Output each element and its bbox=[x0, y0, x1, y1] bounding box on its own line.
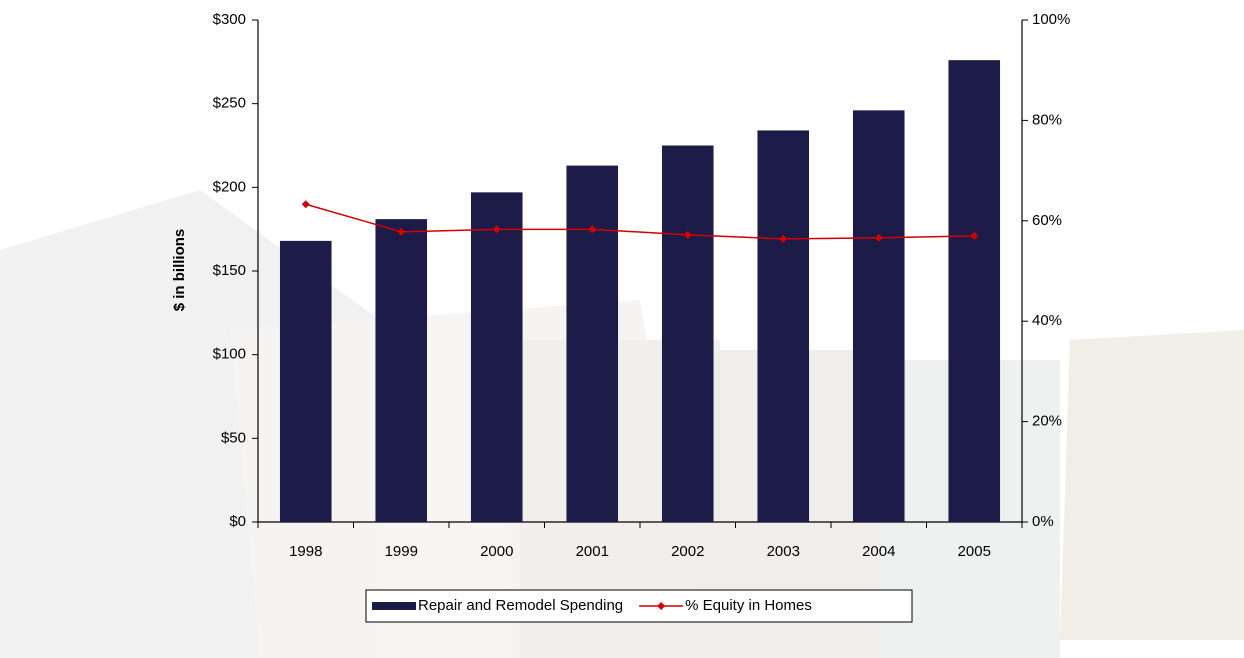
y-tick-label: $300 bbox=[213, 11, 246, 28]
legend-swatch bbox=[372, 602, 416, 610]
line bbox=[305, 203, 975, 240]
marker bbox=[683, 230, 692, 239]
x-tick-label: 1999 bbox=[385, 543, 418, 560]
x-tick-label: 2005 bbox=[958, 543, 991, 560]
y2-tick-label: 20% bbox=[1032, 413, 1062, 430]
x-tick-label: 2003 bbox=[767, 543, 800, 560]
bar bbox=[279, 240, 332, 522]
y-tick-label: $50 bbox=[221, 429, 246, 446]
marker bbox=[779, 234, 788, 243]
bar bbox=[661, 145, 714, 522]
y-tick-label: $200 bbox=[213, 178, 246, 195]
x-tick-label: 2001 bbox=[576, 543, 609, 560]
x-tick-label: 1998 bbox=[289, 543, 322, 560]
bar bbox=[566, 165, 619, 522]
legend-label: % Equity in Homes bbox=[685, 597, 812, 614]
x-tick-label: 2004 bbox=[862, 543, 895, 560]
y-tick-label: $250 bbox=[213, 95, 246, 112]
marker bbox=[397, 227, 406, 236]
bar bbox=[757, 130, 810, 522]
bar bbox=[470, 192, 523, 522]
y2-tick-label: 100% bbox=[1032, 11, 1070, 28]
y-axis-title: $ in billions bbox=[171, 229, 188, 312]
legend-marker bbox=[657, 602, 666, 610]
bar bbox=[948, 60, 1001, 522]
marker bbox=[301, 200, 310, 209]
y-tick-label: $0 bbox=[229, 513, 246, 530]
legend-box bbox=[365, 589, 913, 623]
marker bbox=[492, 225, 501, 234]
marker bbox=[588, 225, 597, 234]
bar bbox=[852, 110, 905, 523]
marker bbox=[874, 233, 883, 242]
x-tick-label: 2000 bbox=[480, 543, 513, 560]
marker bbox=[970, 231, 979, 240]
y-tick-label: $150 bbox=[213, 262, 246, 279]
x-tick-label: 2002 bbox=[671, 543, 704, 560]
y2-tick-label: 60% bbox=[1032, 212, 1062, 229]
y-tick-label: $100 bbox=[213, 346, 246, 363]
y2-tick-label: 0% bbox=[1032, 513, 1054, 530]
y2-tick-label: 80% bbox=[1032, 111, 1062, 128]
legend-label: Repair and Remodel Spending bbox=[418, 597, 623, 614]
bar bbox=[375, 219, 428, 523]
y2-tick-label: 40% bbox=[1032, 312, 1062, 329]
